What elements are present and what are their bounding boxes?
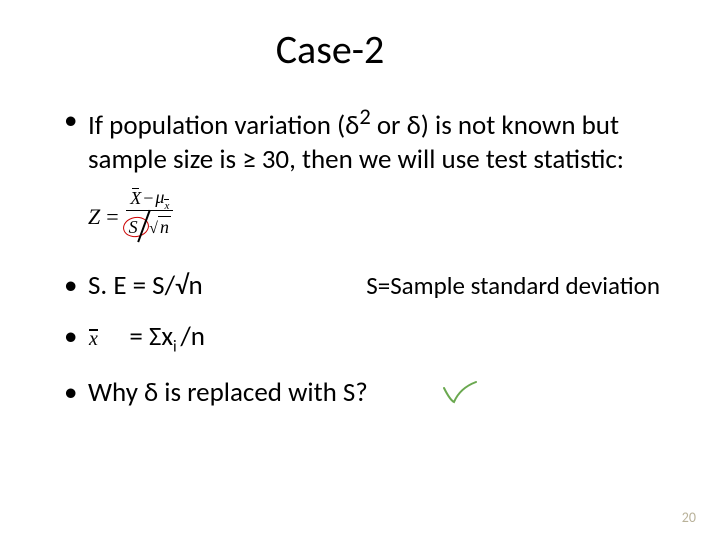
formula-divider [143,209,145,243]
formula-sqrt-n: √n [149,218,171,238]
checkmark-icon [440,378,480,408]
formula-z-statistic: Z = X − μx S √n [88,187,660,247]
bullet-standard-error: S. E = S/√n S=Sample standard deviation [60,269,660,303]
page-title: Case-2 [0,25,660,74]
formula-equals: = [106,204,118,230]
formula-z: Z [88,204,100,230]
bullet-se-text: S. E = S/√n [88,269,203,303]
bullet3-b: /n [180,320,205,353]
formula-xbar: X [130,189,141,209]
formula-numerator: X − μx [126,188,173,212]
bullet1-sup: 2 [359,104,370,131]
bullet-population-variation: If population variation (δ2 or δ) is not… [60,104,660,177]
formula-minus: − [143,189,153,209]
bullet1-part-a: If population variation (δ [88,109,359,142]
formula-s-circled: S [129,218,138,238]
bullet-xbar-formula: x = Σxi /n [60,320,660,357]
bullet-list-2: S. E = S/√n S=Sample standard deviation … [60,269,660,410]
slide: Case-2 If population variation (δ2 or δ)… [0,0,720,540]
xbar-inline: x [88,327,99,352]
bullet-why-replaced: Why δ is replaced with S? [60,376,660,410]
page-number: 20 [682,509,696,526]
formula-denominator: S √n [125,211,175,245]
bullet-se-note: S=Sample standard deviation [366,270,660,301]
bullet-list: If population variation (δ2 or δ) is not… [60,104,660,177]
formula-mu: μx [155,188,169,211]
formula-fraction: X − μx S √n [125,188,175,246]
bullet3-a: = Σx [99,320,173,353]
bullet4-text: Why δ is replaced with S? [88,376,368,409]
